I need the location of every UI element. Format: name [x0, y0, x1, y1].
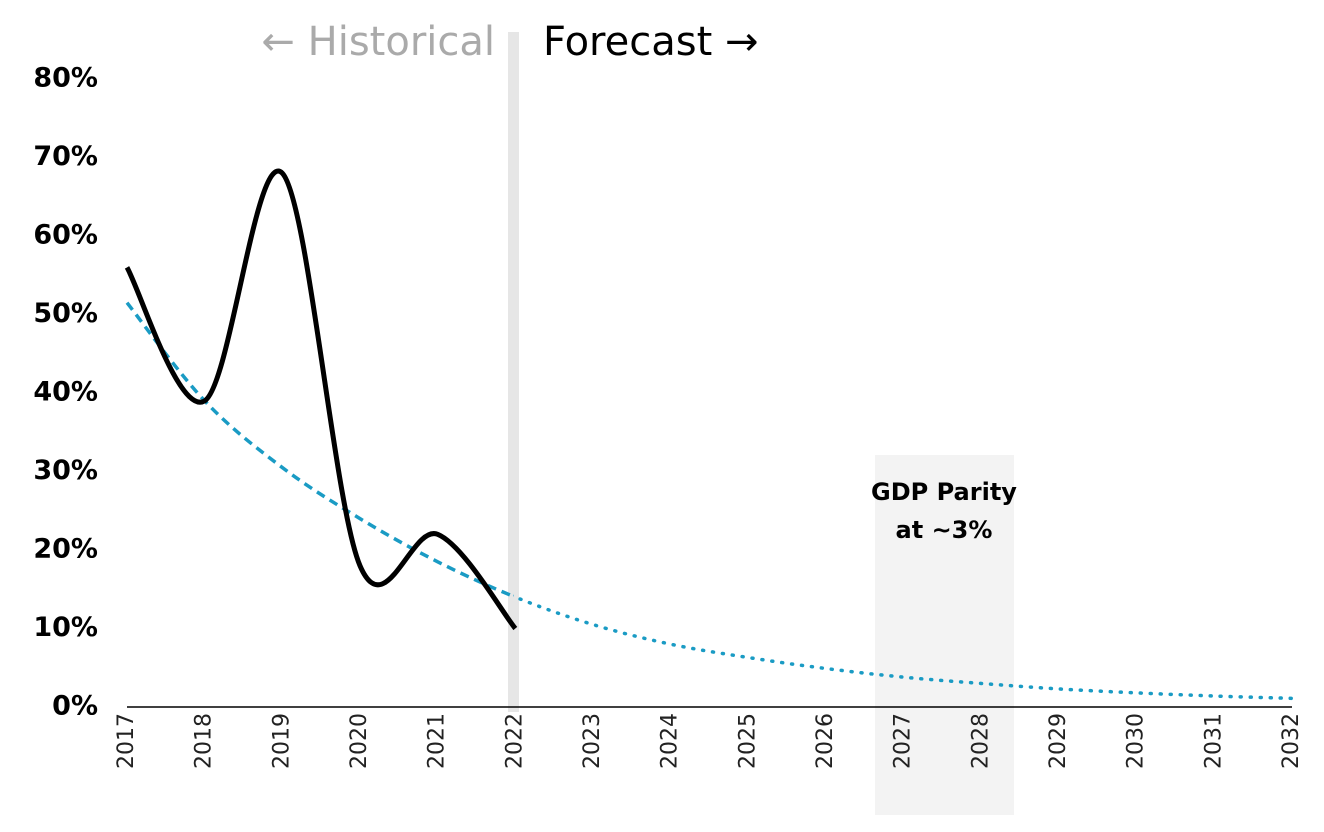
x-tick-label: 2028 [968, 713, 993, 769]
y-tick-label: 80% [33, 63, 98, 94]
x-tick-label: 2019 [269, 713, 294, 769]
parity-band [875, 455, 1014, 815]
y-tick-label: 40% [33, 377, 98, 408]
x-tick-label: 2030 [1124, 713, 1149, 769]
trend-line [513, 594, 1294, 701]
y-tick-label: 20% [33, 534, 98, 565]
forecast-label: Forecast → [543, 19, 759, 65]
y-tick-label: 0% [52, 691, 98, 722]
historical-label: ← Historical [261, 19, 495, 65]
line [124, 168, 518, 631]
x-tick-label: 2024 [658, 713, 683, 769]
y-tick-label: 50% [33, 298, 98, 329]
x-tick-label: 2027 [891, 713, 916, 769]
x-tick-label: 2031 [1201, 713, 1226, 769]
y-tick-label: 30% [33, 455, 98, 486]
trend-line-dashed [125, 301, 513, 599]
x-tick-label: 2029 [1046, 713, 1071, 769]
x-tick-label: 2023 [580, 713, 605, 769]
x-tick-label: 2021 [425, 713, 450, 769]
x-tick-label: 2025 [735, 713, 760, 769]
y-tick-label: 10% [33, 612, 98, 643]
x-tick-label: 2017 [114, 713, 139, 769]
x-tick-label: 2020 [347, 713, 372, 769]
x-tick-label: 2022 [502, 713, 527, 769]
parity-label: GDP Parity [871, 478, 1017, 506]
divider [508, 32, 519, 712]
y-tick-label: 70% [33, 141, 98, 172]
x-tick-label: 2018 [192, 713, 217, 769]
x-tick-label: 2026 [813, 713, 838, 769]
y-tick-label: 60% [33, 220, 98, 251]
parity-label: at ~3% [896, 516, 993, 544]
x-tick-label: 2032 [1279, 713, 1304, 769]
